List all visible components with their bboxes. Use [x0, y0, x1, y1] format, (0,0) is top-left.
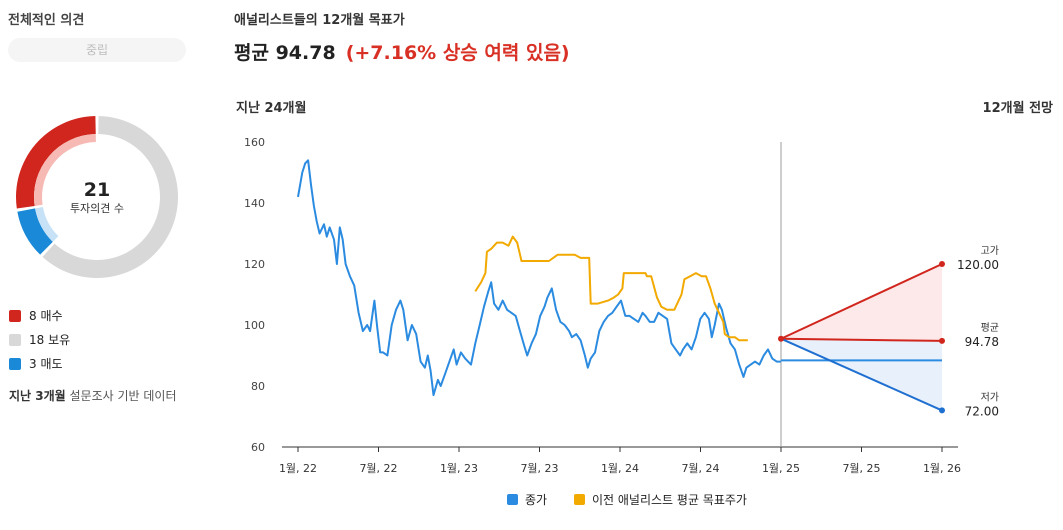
hold-swatch	[9, 333, 21, 346]
upside-text: (+7.16% 상승 여력 있음)	[345, 42, 570, 64]
series-line-1	[474, 235, 748, 342]
average-target-value: 평균 94.78	[234, 42, 336, 64]
legend-close-swatch	[507, 494, 518, 505]
rating-total-label: 투자의견 수	[70, 202, 124, 215]
y-tick-label: 120	[244, 258, 265, 271]
y-tick-label: 80	[251, 380, 265, 393]
projection-label: 12개월 전망	[982, 101, 1053, 116]
x-tick-label: 1월, 25	[762, 462, 800, 475]
projection-low-label: 저가	[981, 391, 999, 403]
y-tick-label: 160	[244, 136, 265, 149]
projection-low-point	[939, 407, 945, 414]
target-price-title: 애널리스트들의 12개월 목표가	[234, 13, 405, 28]
past-period-label: 지난 24개월	[236, 101, 307, 116]
legend-hold: 18 보유	[9, 331, 70, 348]
projection-high-label: 고가	[981, 245, 999, 257]
donut-buy-arc	[15, 116, 96, 209]
buy-swatch	[9, 309, 21, 322]
projection-high-value: 120.00	[957, 258, 999, 272]
overall-opinion-title: 전체적인 의견	[8, 13, 85, 28]
projection-high-point	[939, 261, 945, 267]
legend-hold-label: 18 보유	[29, 333, 71, 347]
legend-close-label: 종가	[525, 493, 547, 507]
y-tick-label: 100	[244, 319, 265, 332]
survey-note: 설문조사 기반 데이터	[65, 389, 177, 403]
survey-footnote: 지난 3개월 설문조사 기반 데이터	[9, 387, 177, 404]
legend-sell-label: 3 매도	[29, 357, 63, 371]
projection-average-point	[939, 337, 945, 344]
x-tick-label: 7월, 25	[842, 462, 880, 475]
y-tick-label: 140	[244, 197, 265, 210]
y-tick-label: 60	[251, 441, 265, 454]
sell-swatch	[9, 357, 21, 370]
x-tick-label: 1월, 22	[279, 462, 317, 475]
projection-high-line	[780, 263, 943, 340]
x-tick-label: 7월, 22	[359, 462, 397, 475]
x-tick-label: 1월, 26	[923, 462, 961, 475]
consensus-badge: 중립	[8, 38, 186, 62]
legend-target-swatch	[574, 494, 585, 505]
x-tick-label: 7월, 23	[520, 462, 558, 475]
x-tick-label: 1월, 24	[601, 462, 639, 475]
projection-low-line	[780, 337, 943, 412]
survey-period: 지난 3개월	[9, 389, 66, 403]
donut-sell-inner	[35, 206, 59, 242]
legend-buy-label: 8 매수	[29, 309, 63, 323]
average-target: 평균 94.78 (+7.16% 상승 여력 있음)	[234, 38, 570, 65]
legend-buy: 8 매수	[9, 307, 63, 324]
x-tick-label: 1월, 23	[440, 462, 478, 475]
projection-average-value: 94.78	[965, 335, 999, 349]
legend-target-label: 이전 애널리스트 평균 목표주가	[592, 493, 747, 507]
donut-sell-arc	[17, 208, 53, 255]
donut-hold-arc	[42, 116, 178, 278]
rating-donut: 21 투자의견 수	[15, 116, 178, 278]
projection-low-value: 72.00	[965, 404, 999, 418]
legend-sell: 3 매도	[9, 355, 63, 372]
projection-average-label: 평균	[981, 322, 999, 334]
rating-total: 21	[84, 179, 110, 201]
projection-start-point	[778, 335, 784, 342]
projection-average-line	[780, 337, 943, 342]
x-tick-label: 7월, 24	[681, 462, 719, 475]
donut-buy-inner	[34, 134, 96, 206]
series-line-0	[297, 159, 781, 397]
